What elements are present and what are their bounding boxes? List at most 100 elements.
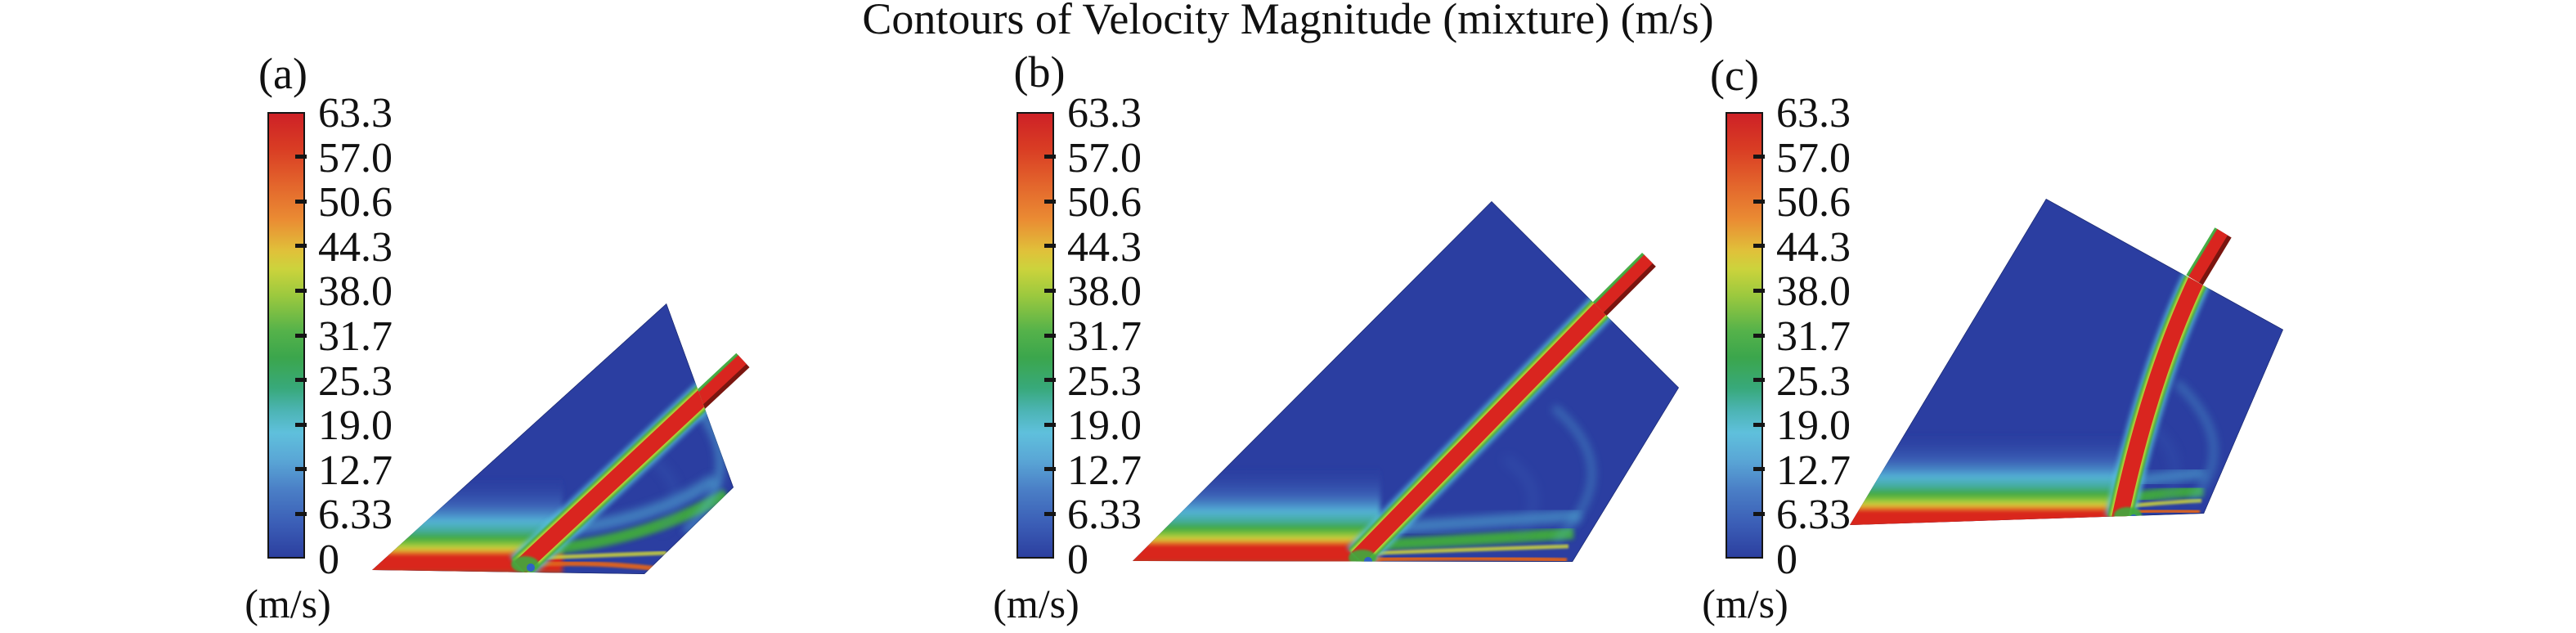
- colorbar-tick-label: 50.6: [318, 179, 393, 227]
- colorbar-tick-label: 57.0: [318, 134, 393, 182]
- colorbar-tick-label: 25.3: [318, 357, 393, 405]
- colorbar-tick-label: 44.3: [1067, 223, 1142, 271]
- colorbar-tick-label: 12.7: [1776, 447, 1851, 494]
- contour-panel-b: [1133, 201, 1679, 562]
- panel-a-label: (a): [258, 49, 307, 98]
- colorbar-tick: [1044, 422, 1056, 427]
- colorbar-tick-label: 44.3: [1776, 223, 1851, 271]
- bend-vortex-dot: [527, 563, 535, 572]
- colorbar-tick-label: 6.33: [1776, 492, 1851, 539]
- recirculation-arc: [1551, 404, 1596, 545]
- bend-vortex-dot: [1364, 557, 1372, 562]
- colorbar-tick-label: 25.3: [1776, 357, 1851, 405]
- bend-vortex-dot: [2129, 514, 2138, 523]
- jet-bend-blob: [1349, 550, 1376, 562]
- colorbar-tick: [1044, 467, 1056, 472]
- colorbar-tick-label: 12.7: [318, 447, 393, 494]
- jet-bend-blob: [2114, 507, 2142, 523]
- colorbar-tick-label: 44.3: [318, 223, 393, 271]
- wall-jet-cyan: [2136, 466, 2206, 487]
- colorbar-tick: [1753, 378, 1765, 383]
- units-label-a: (m/s): [245, 581, 331, 626]
- colorbar-tick: [295, 288, 307, 293]
- panel-b-label: (b): [1013, 47, 1066, 97]
- colorbar-tick: [1753, 199, 1765, 204]
- recirculation-arc: [682, 397, 725, 535]
- colorbar-tick: [1753, 288, 1765, 293]
- colorbar-tick: [1044, 288, 1056, 293]
- colorbar-tick: [1753, 244, 1765, 249]
- colorbar-tick-label: 19.0: [318, 402, 393, 450]
- recirculation-arc: [2174, 379, 2219, 504]
- colorbar-tick-label: 31.7: [1067, 313, 1142, 360]
- wall-jet-orange: [1373, 555, 1568, 562]
- recirculation-arc-inner: [1502, 455, 1537, 538]
- colorbar-tick: [1044, 155, 1056, 159]
- colorbar-tick-label: 38.0: [318, 268, 393, 316]
- colorbar-tick: [1044, 333, 1056, 338]
- contour-panel-a: [372, 303, 750, 574]
- colorbar-tick: [1753, 155, 1765, 159]
- colorbar-panel-c: [1726, 112, 1765, 559]
- colorbar-tick-label: 25.3: [1067, 357, 1142, 405]
- bottom-jet-gradient-band: [1133, 466, 1380, 562]
- colorbar-tick: [1753, 333, 1765, 338]
- wall-jet-orange: [2132, 508, 2201, 514]
- jet-nozzle: [1584, 253, 1645, 313]
- colorbar-tick: [295, 378, 307, 383]
- jet-nozzle: [2186, 227, 2218, 276]
- colorbar-tick: [1753, 467, 1765, 472]
- wall-jet-orange: [535, 561, 655, 571]
- colorbar-tick: [295, 199, 307, 204]
- colorbar-tick-label: 50.6: [1067, 179, 1142, 227]
- wall-jet-green: [1378, 528, 1574, 550]
- colorbar-tick-label: 12.7: [1067, 447, 1142, 494]
- wall-jet-yellow: [1376, 544, 1569, 555]
- jet-nozzle: [2188, 228, 2228, 283]
- colorbar-tick: [1753, 422, 1765, 427]
- colorbar-tick: [295, 155, 307, 159]
- colorbar-tick: [295, 511, 307, 516]
- colorbar-tick: [295, 422, 307, 427]
- colorbar-tick-label: 63.3: [1776, 90, 1851, 137]
- colorbar-tick-label: 57.0: [1776, 134, 1851, 182]
- colorbar-tick-label: 31.7: [318, 313, 393, 360]
- colorbar-tick: [1044, 378, 1056, 383]
- colorbar-tick-label: 6.33: [318, 492, 393, 539]
- colorbar-tick: [1044, 199, 1056, 204]
- jet-nozzle: [688, 354, 747, 411]
- colorbar-tick-label: 19.0: [1067, 402, 1142, 450]
- units-label-c: (m/s): [1702, 581, 1788, 626]
- colorbar-tick-label: 31.7: [1776, 313, 1851, 360]
- colorbar-tick: [1044, 511, 1056, 516]
- colorbar-tick: [1044, 244, 1056, 249]
- colorbar-tick-label: 50.6: [1776, 179, 1851, 227]
- recirculation-arc-inner: [648, 455, 680, 532]
- panel-c-label: (c): [1710, 51, 1759, 100]
- colorbar-panel-b: [1016, 112, 1056, 559]
- colorbar-tick-label: 63.3: [1067, 90, 1142, 137]
- colorbar-tick: [1753, 511, 1765, 516]
- recirculation-arc-inner: [2147, 422, 2179, 507]
- colorbar-tick-label: 57.0: [1067, 134, 1142, 182]
- colorbar-tick-label: 0: [1776, 536, 1797, 583]
- colorbar-tick: [295, 333, 307, 338]
- colorbar-tick-label: 38.0: [1776, 268, 1851, 316]
- contour-panel-c: [1850, 199, 2283, 525]
- colorbar-tick-label: 6.33: [1067, 492, 1142, 539]
- colorbar-tick-label: 0: [1067, 536, 1088, 583]
- colorbar-tick-label: 19.0: [1776, 402, 1851, 450]
- wall-jet-yellow: [539, 550, 667, 560]
- figure-title: Contours of Velocity Magnitude (mixture)…: [862, 0, 1714, 43]
- units-label-b: (m/s): [993, 581, 1079, 626]
- colorbar-tick-label: 63.3: [318, 90, 393, 137]
- colorbar-tick: [295, 244, 307, 249]
- jet-nozzle: [1585, 254, 1653, 321]
- jet-bend-blob: [511, 556, 539, 572]
- colorbar-tick-label: 0: [318, 536, 339, 583]
- colorbar-panel-a: [267, 112, 307, 559]
- colorbar-tick-label: 38.0: [1067, 268, 1142, 316]
- colorbar-tick: [295, 467, 307, 472]
